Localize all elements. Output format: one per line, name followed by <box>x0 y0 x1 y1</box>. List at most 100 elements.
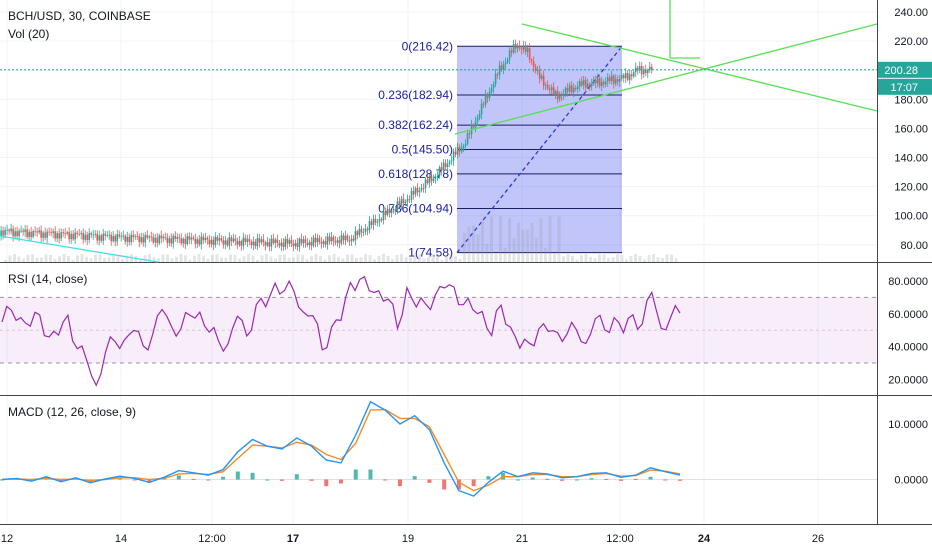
volume-bar <box>485 243 489 262</box>
macd-histogram-bar <box>132 479 137 481</box>
candle-body <box>8 229 10 232</box>
volume-bar <box>544 247 547 262</box>
candle-body <box>414 187 417 195</box>
candle-body <box>556 91 559 100</box>
volume-bar <box>166 254 169 262</box>
candle-body <box>588 83 591 87</box>
candle-body <box>234 238 237 241</box>
volume-bar <box>521 229 525 262</box>
candle-body <box>108 234 111 236</box>
candle-body <box>42 232 44 238</box>
macd-histogram-bar <box>589 478 594 480</box>
volume-bar <box>274 258 277 262</box>
volume-bar <box>31 254 34 262</box>
candle-body <box>336 240 339 243</box>
volume-bar <box>278 254 282 262</box>
macd-pane-title[interactable]: MACD (12, 26, close, 9) <box>8 405 137 419</box>
candle-body <box>396 201 399 211</box>
candle-body <box>370 221 373 225</box>
candle-body <box>628 74 631 80</box>
candle-body <box>254 241 257 247</box>
volume-bar <box>211 254 214 262</box>
volume-bar <box>674 258 678 262</box>
candle-body <box>622 74 625 79</box>
volume-bar <box>89 258 93 262</box>
triangle-lower-line <box>454 23 878 135</box>
candle-body <box>630 74 633 77</box>
candle-body <box>332 236 335 242</box>
candle-body <box>132 234 135 238</box>
macd-histogram-bar <box>486 476 491 480</box>
candle-body <box>352 238 355 241</box>
candle-body <box>566 88 569 92</box>
candle-body <box>62 232 64 234</box>
volume-bar <box>85 256 88 262</box>
candle-body <box>600 81 603 86</box>
candle-body <box>236 240 239 245</box>
volume-bar <box>526 229 529 262</box>
volume-bar <box>580 255 583 262</box>
volume-bar <box>287 257 291 262</box>
candle-body <box>222 240 225 245</box>
candle-body <box>596 78 599 84</box>
volume-indicator-label[interactable]: Vol (20) <box>8 27 50 41</box>
fibonacci-level-label: 0.618(128.78) <box>378 167 453 181</box>
candle-body <box>450 160 453 162</box>
candle-body <box>372 218 375 225</box>
candle-body <box>180 238 183 244</box>
candle-body <box>486 94 489 98</box>
volume-bar <box>589 256 592 262</box>
candle-body <box>44 232 46 238</box>
volume-bar <box>512 238 516 262</box>
volume-bar <box>251 255 255 262</box>
macd-histogram-bar <box>515 479 520 481</box>
volume-bar <box>395 255 399 262</box>
volume-bar <box>440 259 444 262</box>
candle-body <box>574 87 577 90</box>
candle-body <box>292 243 295 247</box>
candle-body <box>458 147 461 152</box>
candle-body <box>86 234 88 241</box>
candle-body <box>80 232 82 235</box>
candle-body <box>134 236 137 238</box>
candle-body <box>564 88 567 94</box>
candle-body <box>580 81 583 86</box>
macd-histogram-bar <box>221 476 226 480</box>
candle-body <box>296 243 299 247</box>
volume-bar <box>368 255 372 262</box>
candle-body <box>142 237 145 243</box>
candle-body <box>40 230 42 238</box>
candle-body <box>300 238 303 244</box>
candle-body <box>466 133 469 145</box>
candle-body <box>84 234 86 240</box>
volume-bar <box>80 254 84 262</box>
volume-bar <box>67 255 70 262</box>
candle-body <box>110 234 113 242</box>
volume-bar <box>463 233 466 262</box>
candle-body <box>572 87 575 93</box>
candle-body <box>244 237 247 242</box>
rsi-pane-title[interactable]: RSI (14, close) <box>8 272 88 286</box>
candle-body <box>316 238 319 243</box>
macd-histogram-bar <box>265 479 270 481</box>
time-tick-label: 26 <box>812 533 824 545</box>
volume-bar <box>359 257 363 262</box>
candle-body <box>500 65 503 70</box>
candle-body <box>528 48 531 60</box>
last-price-value: 200.28 <box>884 65 918 77</box>
candle-body <box>644 69 647 74</box>
volume-bar <box>472 225 475 262</box>
volume-bar <box>530 222 534 262</box>
candle-body <box>278 242 281 246</box>
volume-bar <box>296 254 300 262</box>
candle-body <box>72 233 74 240</box>
candle-body <box>584 79 587 88</box>
volume-bar <box>584 254 588 262</box>
candle-body <box>20 230 22 232</box>
candle-body <box>136 236 139 237</box>
candle-body <box>462 145 465 148</box>
candle-body <box>570 85 573 93</box>
candle-body <box>290 239 293 244</box>
